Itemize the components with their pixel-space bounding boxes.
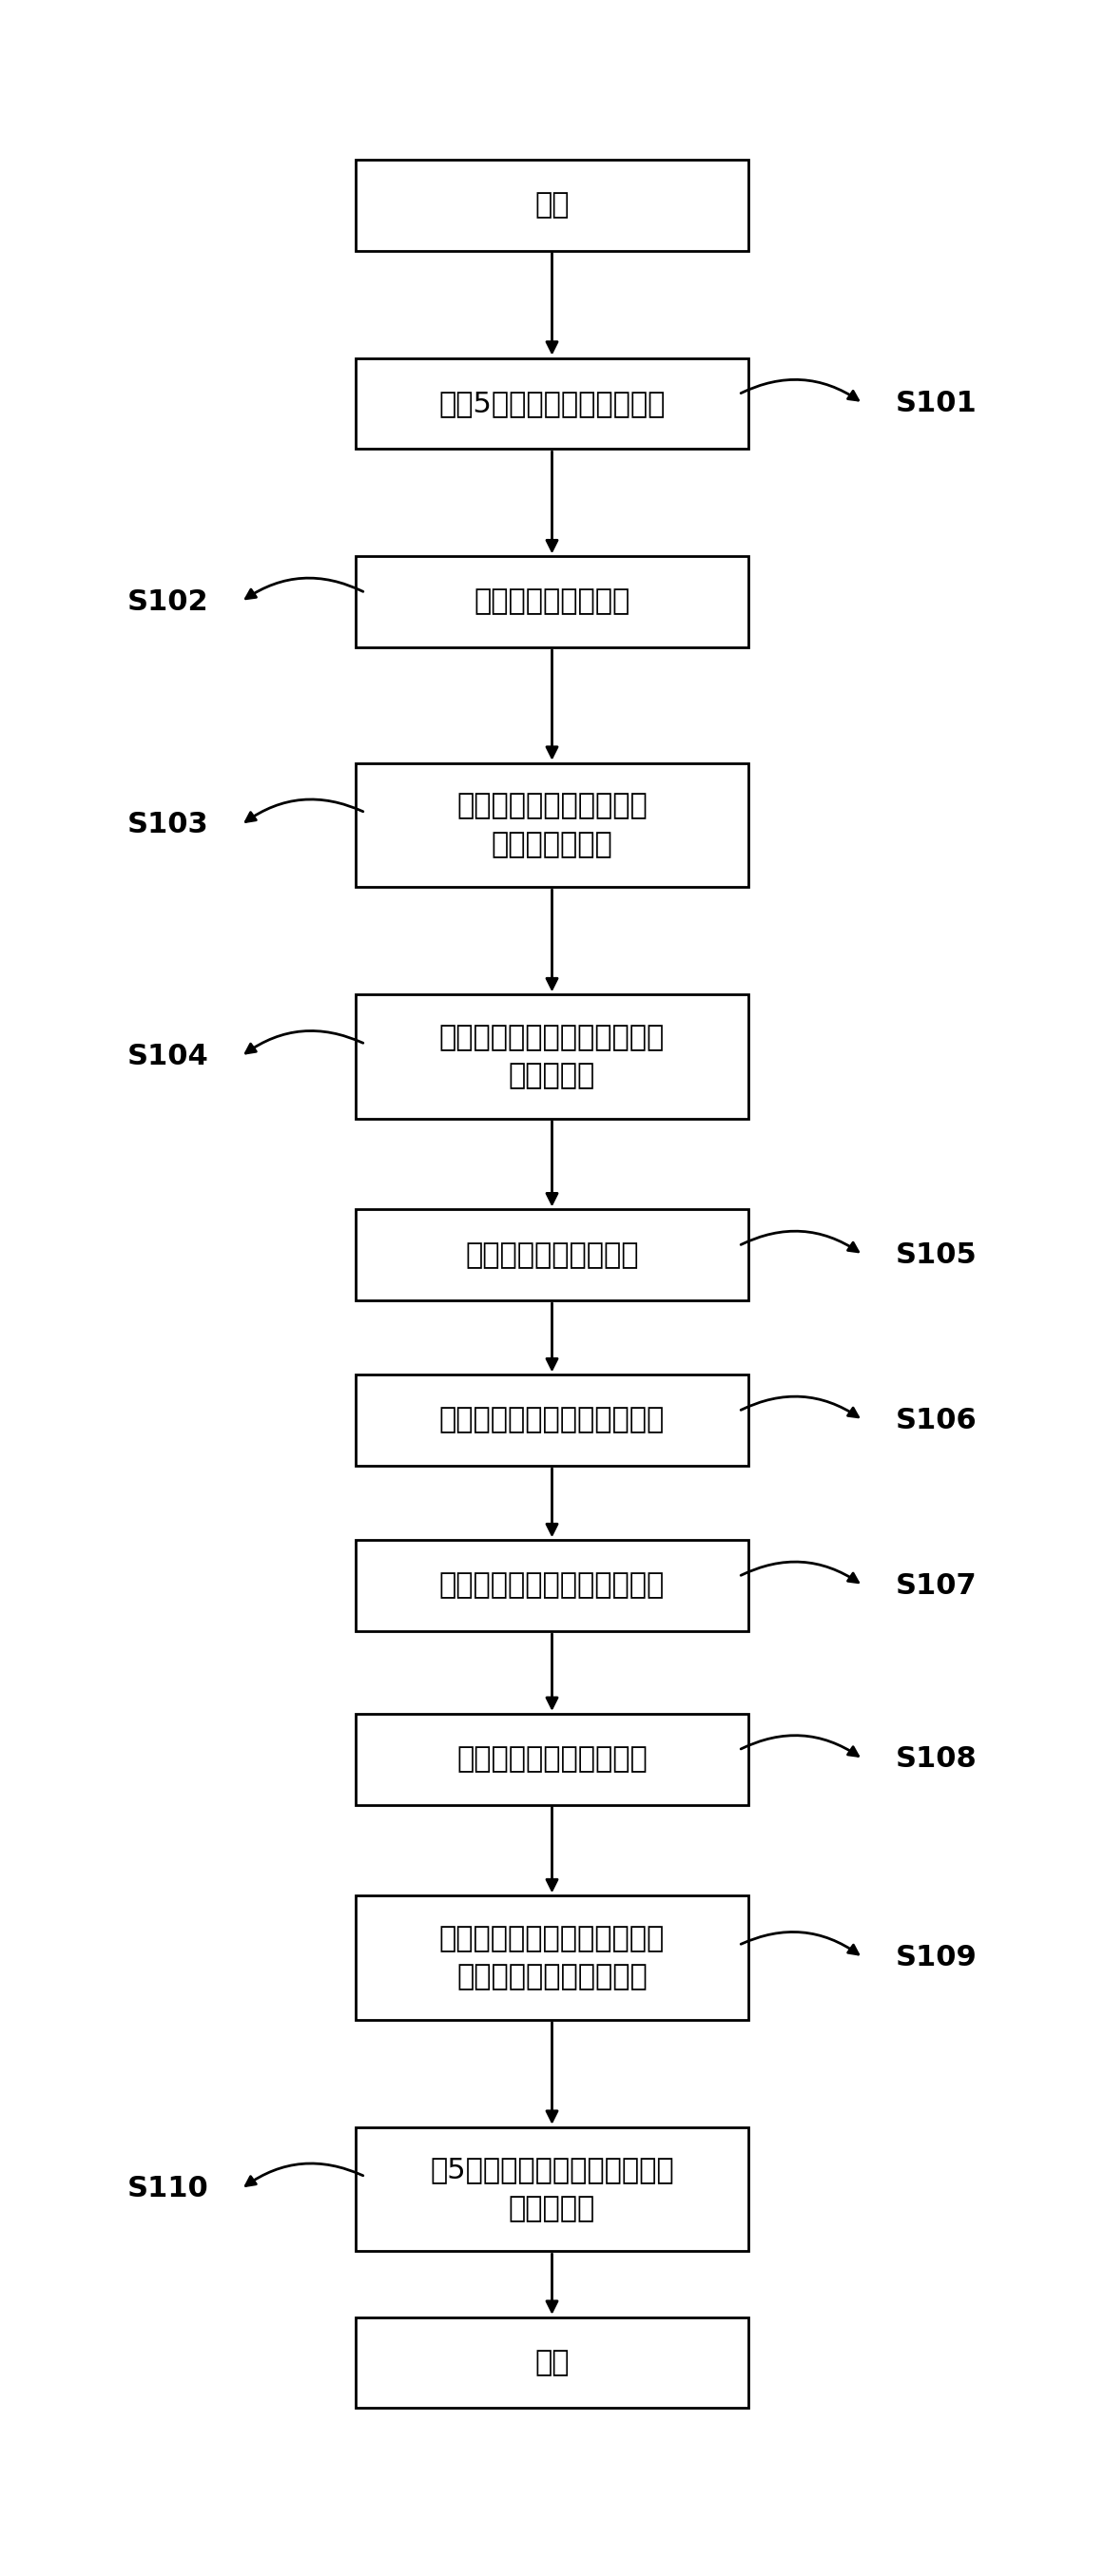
Text: S106: S106 [895,1406,977,1435]
Text: S109: S109 [895,1945,977,1971]
Text: S101: S101 [895,389,977,417]
FancyBboxPatch shape [355,2128,749,2251]
Text: 镜面静置至有机溶剂完全挥发: 镜面静置至有机溶剂完全挥发 [439,1571,665,1600]
Text: 称量标准裸板的质量: 称量标准裸板的质量 [474,587,630,616]
Text: S108: S108 [895,1747,977,1772]
Text: 计算每块镜面喷灰前后质量差
及镜面的单位面积灰质量: 计算每块镜面喷灰前后质量差 及镜面的单位面积灰质量 [439,1924,665,1991]
FancyBboxPatch shape [355,556,749,647]
Text: 将镜面呈一定角度固定: 将镜面呈一定角度固定 [465,1242,639,1270]
Text: S102: S102 [127,587,209,616]
Text: S107: S107 [895,1571,977,1600]
Text: 用滴管取定量混合液并放至喷
笔的储液腔: 用滴管取定量混合液并放至喷 笔的储液腔 [439,1023,665,1090]
FancyBboxPatch shape [355,1540,749,1631]
FancyBboxPatch shape [355,762,749,886]
Text: 启动喷笔，将混合液喷至镜面: 启动喷笔，将混合液喷至镜面 [439,1406,665,1435]
Text: S103: S103 [127,811,209,840]
Text: 开始: 开始 [534,191,570,219]
Text: S104: S104 [127,1043,209,1069]
Text: 将实验用粉尘及有机溶剂
按比例混合搅拌: 将实验用粉尘及有机溶剂 按比例混合搅拌 [457,791,647,858]
Text: 结束: 结束 [534,2349,570,2378]
FancyBboxPatch shape [355,1376,749,1466]
Text: S105: S105 [895,1242,977,1270]
FancyBboxPatch shape [355,994,749,1118]
FancyBboxPatch shape [355,1211,749,1301]
FancyBboxPatch shape [355,1713,749,1806]
FancyBboxPatch shape [355,358,749,448]
Text: 选取5块尺寸相同的比准裸板: 选取5块尺寸相同的比准裸板 [438,389,666,417]
FancyBboxPatch shape [355,2318,749,2409]
Text: S110: S110 [127,2174,209,2202]
Text: 将5块镜面计算结果取平均值计
算误差范围: 将5块镜面计算结果取平均值计 算误差范围 [429,2156,675,2223]
FancyBboxPatch shape [355,160,749,250]
FancyBboxPatch shape [355,1896,749,2020]
Text: 再次称量每块镜面的质量: 再次称量每块镜面的质量 [457,1747,647,1772]
